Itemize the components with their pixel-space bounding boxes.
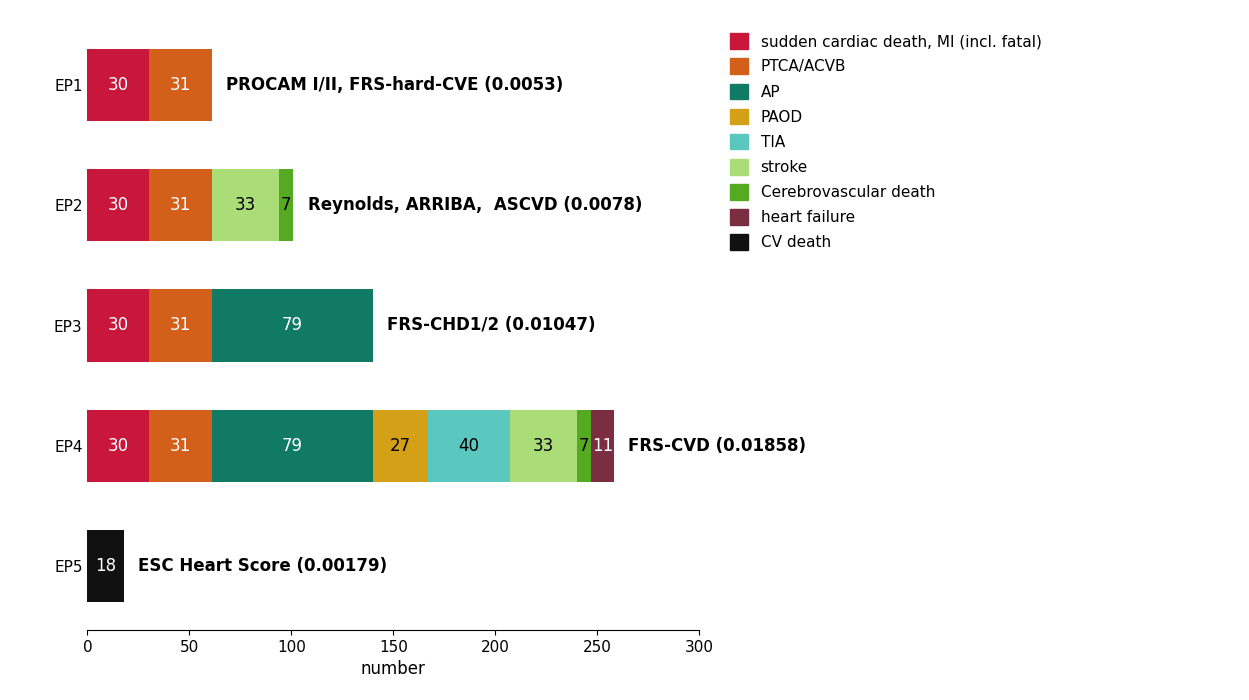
Text: 30: 30 (107, 437, 129, 455)
Bar (149, 49, 212, 121)
Bar (149, 410, 212, 482)
Bar (212, 289, 373, 362)
Bar (212, 169, 280, 241)
Text: 11: 11 (592, 437, 613, 455)
Text: 30: 30 (107, 76, 129, 94)
Text: 27: 27 (390, 437, 411, 455)
Bar (212, 410, 373, 482)
Bar (149, 169, 212, 241)
Bar (87, 410, 149, 482)
Text: Reynolds, ARRIBA,  ASCVD (0.0078): Reynolds, ARRIBA, ASCVD (0.0078) (307, 196, 642, 214)
Bar (87, 49, 149, 121)
Text: 31: 31 (170, 76, 191, 94)
Text: 40: 40 (458, 437, 480, 455)
Bar (428, 410, 510, 482)
Legend: sudden cardiac death, MI (incl. fatal), PTCA/ACVB, AP, PAOD, TIA, stroke, Cerebr: sudden cardiac death, MI (incl. fatal), … (726, 29, 1045, 255)
Text: 7: 7 (281, 196, 291, 214)
Text: ESC Heart Score (0.00179): ESC Heart Score (0.00179) (139, 557, 387, 575)
Text: 30: 30 (107, 316, 129, 335)
Text: 33: 33 (533, 437, 555, 455)
Text: 30: 30 (107, 196, 129, 214)
Bar (373, 410, 428, 482)
Bar (510, 410, 577, 482)
Text: 31: 31 (170, 437, 191, 455)
Text: FRS-CHD1/2 (0.01047): FRS-CHD1/2 (0.01047) (387, 316, 596, 335)
Bar (577, 410, 591, 482)
Text: 31: 31 (170, 316, 191, 335)
Text: PROCAM I/II, FRS-hard-CVE (0.0053): PROCAM I/II, FRS-hard-CVE (0.0053) (226, 76, 563, 94)
Text: 31: 31 (170, 196, 191, 214)
Bar (591, 410, 613, 482)
Bar (87, 289, 149, 362)
Text: 79: 79 (282, 437, 304, 455)
Bar (149, 289, 212, 362)
Bar (87, 169, 149, 241)
X-axis label: number: number (361, 660, 426, 678)
Bar (280, 169, 294, 241)
Text: 79: 79 (282, 316, 304, 335)
Text: FRS-CVD (0.01858): FRS-CVD (0.01858) (628, 437, 806, 455)
Bar (87, 530, 124, 602)
Text: 7: 7 (580, 437, 590, 455)
Text: 33: 33 (235, 196, 256, 214)
Text: 18: 18 (95, 557, 116, 575)
